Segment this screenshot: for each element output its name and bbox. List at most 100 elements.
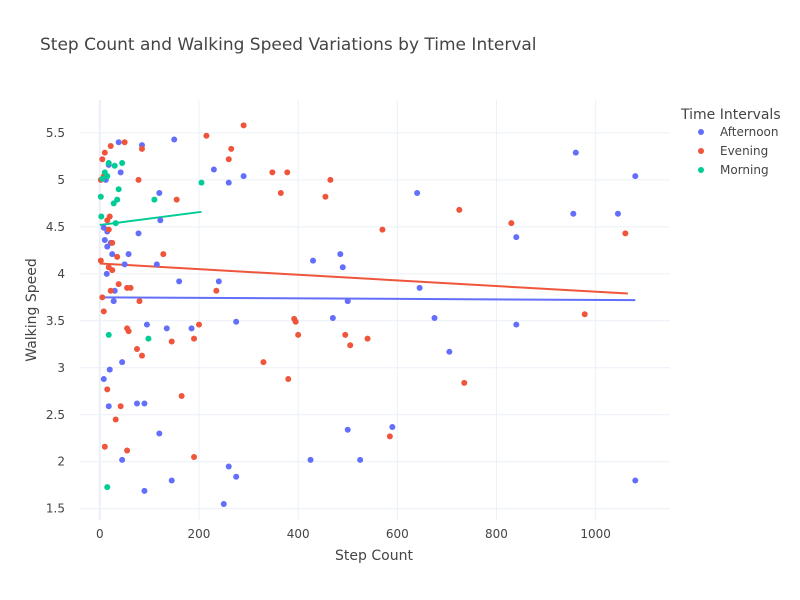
data-point-evening — [160, 251, 167, 258]
y-tick-label: 4 — [57, 267, 65, 281]
data-point-morning — [97, 193, 104, 200]
data-point-evening — [127, 284, 134, 291]
data-point-afternoon — [570, 210, 577, 217]
y-tick-label: 3.5 — [46, 314, 65, 328]
data-point-evening — [295, 331, 302, 338]
data-point-evening — [117, 403, 124, 410]
legend-item-morning[interactable]: Morning — [698, 163, 769, 177]
data-point-evening — [99, 156, 106, 163]
legend-marker-morning — [698, 167, 704, 173]
data-point-evening — [168, 338, 175, 345]
data-point-afternoon — [240, 173, 247, 180]
data-point-morning — [119, 159, 126, 166]
data-point-afternoon — [135, 230, 142, 237]
data-point-afternoon — [143, 321, 150, 328]
y-tick-label: 1.5 — [46, 502, 65, 516]
series-morning — [97, 159, 205, 491]
data-point-afternoon — [141, 400, 148, 407]
data-point-afternoon — [119, 359, 126, 366]
data-point-evening — [581, 311, 588, 318]
data-point-morning — [111, 162, 118, 169]
data-point-evening — [138, 145, 145, 152]
data-point-evening — [101, 443, 108, 450]
legend-label-evening: Evening — [720, 144, 768, 158]
data-point-evening — [461, 379, 468, 386]
data-point-afternoon — [188, 325, 195, 332]
data-point-evening — [622, 230, 629, 237]
legend-label-afternoon: Afternoon — [720, 125, 779, 139]
legend-label-morning: Morning — [720, 163, 769, 177]
data-point-afternoon — [357, 456, 364, 463]
data-point-evening — [379, 226, 386, 233]
data-point-evening — [456, 206, 463, 213]
y-tick-label: 2.5 — [46, 408, 65, 422]
data-point-afternoon — [110, 298, 117, 305]
data-point-evening — [342, 331, 349, 338]
data-point-afternoon — [156, 430, 163, 437]
data-point-afternoon — [225, 463, 232, 470]
data-point-evening — [136, 298, 143, 305]
data-point-afternoon — [414, 190, 421, 197]
y-axis-title: Walking Speed — [24, 258, 40, 362]
series-afternoon — [100, 136, 639, 508]
series-evening — [97, 122, 629, 461]
data-point-afternoon — [157, 217, 164, 224]
data-point-morning — [198, 179, 205, 186]
data-point-evening — [203, 132, 210, 139]
data-point-afternoon — [339, 264, 346, 271]
data-point-evening — [195, 321, 202, 328]
data-point-morning — [104, 484, 111, 491]
x-tick-label: 1000 — [580, 527, 611, 541]
legend[interactable]: Time Intervals Afternoon Evening Morning — [680, 107, 781, 177]
data-point-evening — [260, 359, 267, 366]
data-point-evening — [138, 352, 145, 359]
data-point-afternoon — [100, 376, 107, 383]
data-point-evening — [104, 386, 111, 393]
data-point-afternoon — [225, 179, 232, 186]
data-point-afternoon — [103, 270, 110, 277]
x-tick-label: 200 — [188, 527, 211, 541]
legend-item-evening[interactable]: Evening — [698, 144, 768, 158]
data-point-afternoon — [171, 136, 178, 143]
data-point-afternoon — [215, 278, 222, 285]
data-point-afternoon — [572, 149, 579, 156]
data-point-evening — [109, 239, 116, 246]
data-point-afternoon — [310, 257, 317, 264]
data-point-afternoon — [220, 501, 227, 508]
data-point-afternoon — [513, 321, 520, 328]
data-point-morning — [110, 200, 117, 207]
legend-item-afternoon[interactable]: Afternoon — [698, 125, 779, 139]
data-point-evening — [386, 433, 393, 440]
data-point-morning — [105, 331, 112, 338]
data-point-evening — [213, 287, 220, 294]
data-point-afternoon — [329, 314, 336, 321]
data-point-afternoon — [446, 348, 453, 355]
data-point-evening — [121, 139, 128, 146]
data-point-morning — [115, 186, 122, 193]
data-point-afternoon — [614, 210, 621, 217]
data-point-afternoon — [337, 251, 344, 258]
data-point-evening — [97, 257, 104, 264]
data-point-evening — [322, 193, 329, 200]
data-point-afternoon — [163, 325, 170, 332]
data-point-evening — [508, 220, 515, 227]
data-point-afternoon — [156, 190, 163, 197]
data-point-afternoon — [233, 318, 240, 325]
data-point-afternoon — [233, 473, 240, 480]
data-point-afternoon — [389, 423, 396, 430]
data-point-evening — [115, 281, 122, 288]
data-point-evening — [292, 318, 299, 325]
legend-marker-afternoon — [698, 129, 704, 135]
data-point-morning — [99, 175, 106, 182]
data-point-afternoon — [307, 456, 314, 463]
data-point-afternoon — [431, 314, 438, 321]
legend-marker-evening — [698, 148, 704, 154]
data-point-afternoon — [344, 426, 351, 433]
data-point-afternoon — [134, 400, 141, 407]
data-point-evening — [285, 376, 292, 383]
x-tick-label: 800 — [485, 527, 508, 541]
data-point-afternoon — [141, 487, 148, 494]
data-point-evening — [99, 294, 106, 301]
data-point-evening — [112, 416, 119, 423]
